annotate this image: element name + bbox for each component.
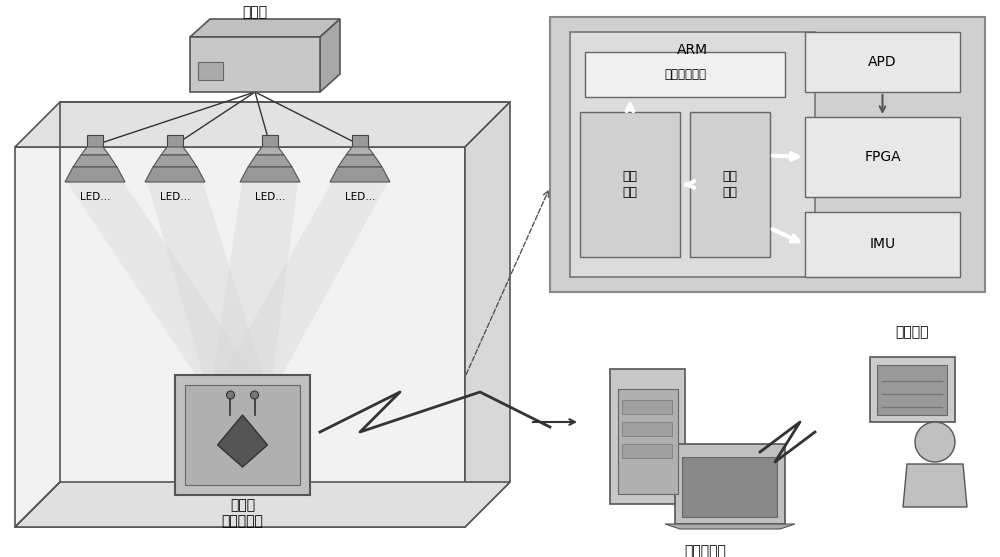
Bar [175,375,310,495]
Circle shape [250,391,258,399]
Polygon shape [338,155,382,167]
Bar [682,457,777,517]
Bar [870,357,955,422]
Bar [622,422,672,436]
Bar [352,135,368,147]
Text: LED…: LED… [255,192,285,202]
Polygon shape [210,182,298,397]
Text: FPGA: FPGA [864,150,901,164]
Text: LED…: LED… [160,192,190,202]
Polygon shape [161,147,189,155]
Bar [570,32,815,277]
Bar [690,112,770,257]
Polygon shape [330,167,390,182]
Polygon shape [81,147,109,155]
Text: ARM: ARM [677,43,708,57]
Polygon shape [15,102,510,147]
Polygon shape [73,155,117,167]
Bar [877,365,947,415]
Text: LED…: LED… [80,192,110,202]
Text: APD: APD [868,55,897,69]
Text: 控制器: 控制器 [242,5,268,19]
Polygon shape [15,147,465,527]
Bar [262,135,278,147]
Polygon shape [67,182,270,397]
Text: 用户终端: 用户终端 [895,325,929,339]
Text: 数据
处理: 数据 处理 [622,170,638,198]
Polygon shape [665,524,795,529]
Circle shape [915,422,955,462]
Polygon shape [320,19,340,92]
Bar [610,369,685,504]
Bar [550,17,985,292]
Circle shape [226,391,234,399]
Polygon shape [65,167,125,182]
Text: LED…: LED… [345,192,375,202]
Bar [622,400,672,414]
Polygon shape [145,167,205,182]
Bar [805,212,960,277]
Bar [622,444,672,458]
Bar [87,135,103,147]
Polygon shape [240,167,300,182]
Bar [585,52,785,97]
Polygon shape [465,102,510,527]
Bar [185,385,300,485]
Polygon shape [153,155,197,167]
Bar [580,112,680,257]
Polygon shape [903,464,967,507]
Text: 串口
模块: 串口 模块 [723,170,738,198]
Bar [675,444,785,524]
Polygon shape [15,482,510,527]
Bar [167,135,183,147]
Polygon shape [147,182,270,397]
Polygon shape [248,155,292,167]
Text: 定位服务器: 定位服务器 [684,544,726,557]
Polygon shape [217,415,268,467]
Bar [198,62,223,80]
Bar [190,37,320,92]
Bar [805,32,960,92]
Polygon shape [190,19,340,37]
Text: 无线通信模块: 无线通信模块 [664,68,706,81]
Text: IMU: IMU [869,237,896,252]
Bar [618,389,678,494]
Text: 百节点
（接收器）: 百节点 （接收器） [222,498,263,528]
Polygon shape [256,147,284,155]
Bar [805,117,960,197]
Polygon shape [210,182,388,397]
Polygon shape [346,147,374,155]
